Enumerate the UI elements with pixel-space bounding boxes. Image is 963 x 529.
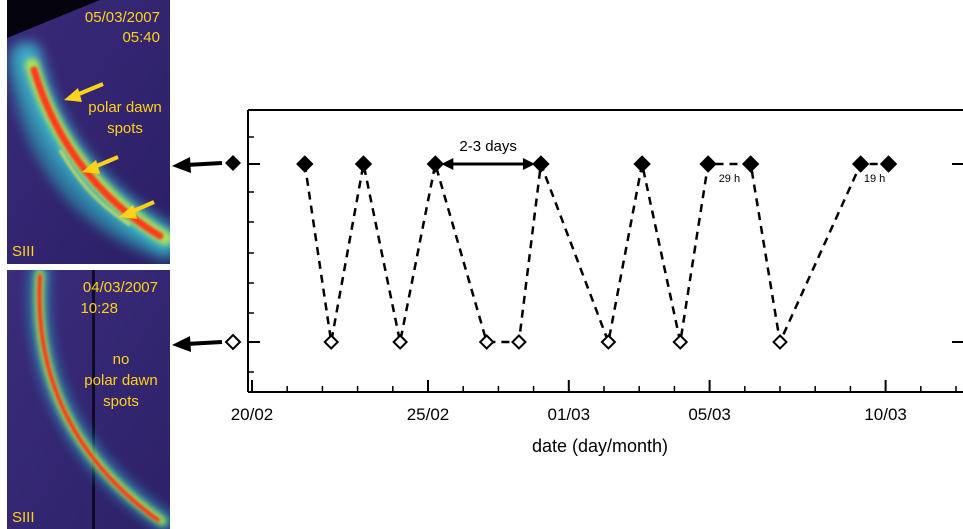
span-arrow-head-right [522, 158, 535, 170]
x-tick-label: 20/02 [231, 405, 274, 424]
yellow-arrow-icon-3 [119, 200, 155, 219]
panel-bottom-band-label: SIII [12, 509, 35, 526]
panel-top-band-label: SIII [12, 243, 35, 260]
x-tick-label: 10/03 [864, 405, 907, 424]
marker-present [741, 155, 760, 173]
auroral-oval-top [8, 40, 170, 262]
marker-absent [478, 334, 495, 350]
panel-top-date: 05/03/2007 [85, 9, 160, 26]
panel-top-time: 05:40 [122, 29, 160, 46]
image-panel-bottom [7, 270, 170, 529]
x-tick-label: 01/03 [548, 405, 591, 424]
panel-bottom-date: 04/03/2007 [83, 279, 158, 296]
marker-absent [511, 334, 527, 350]
image-panel-top [7, 0, 170, 264]
panel-top-caption-line1: polar dawn [88, 99, 161, 116]
marker-present [633, 155, 651, 173]
panel-bottom-caption-line1: no [113, 351, 130, 368]
marker-present [879, 155, 898, 173]
marker-present [296, 155, 314, 173]
series-line [303, 162, 889, 347]
marker-present [851, 155, 870, 173]
panel-bottom-time: 10:28 [80, 300, 118, 317]
yellow-arrow-icon-1 [64, 82, 104, 102]
axis-ticks [248, 136, 963, 392]
link-arrow-absent-icon [172, 333, 242, 352]
marker-present [354, 155, 373, 173]
series-present-absent [296, 155, 898, 350]
panel-bottom-caption-line3: spots [103, 393, 139, 410]
auroral-oval-bottom [29, 270, 170, 529]
span-arrow-head-left [441, 158, 454, 170]
marker-absent [323, 334, 340, 350]
panel-bottom-caption-line2: polar dawn [84, 372, 157, 389]
marker-present [532, 155, 550, 173]
annotation-gap-label: 29 h [719, 173, 740, 185]
x-tick-labels: 20/02 25/02 01/03 05/03 10/03 [231, 405, 907, 424]
marker-absent [392, 334, 409, 350]
marker-present [699, 155, 717, 173]
annotation-gap-label: 19 h [864, 173, 885, 185]
x-tick-label: 05/03 [688, 405, 731, 424]
marker-present [426, 155, 445, 173]
yellow-arrow-icon-2 [82, 155, 119, 174]
link-arrow-present-icon [172, 155, 241, 173]
x-axis-label: date (day/month) [532, 436, 668, 456]
annotation-2-3-days: 2-3 days [459, 138, 517, 155]
panel-top-caption-line2: spots [107, 120, 143, 137]
marker-absent [672, 334, 689, 350]
state-timeline-chart: 20/02 25/02 01/03 05/03 10/03 2-3 days 29 h 19… [231, 109, 963, 456]
x-tick-label: 25/02 [407, 405, 450, 424]
marker-absent [772, 334, 788, 350]
marker-absent [600, 334, 617, 350]
annotations: 2-3 days 29 h 19 h [441, 138, 885, 185]
